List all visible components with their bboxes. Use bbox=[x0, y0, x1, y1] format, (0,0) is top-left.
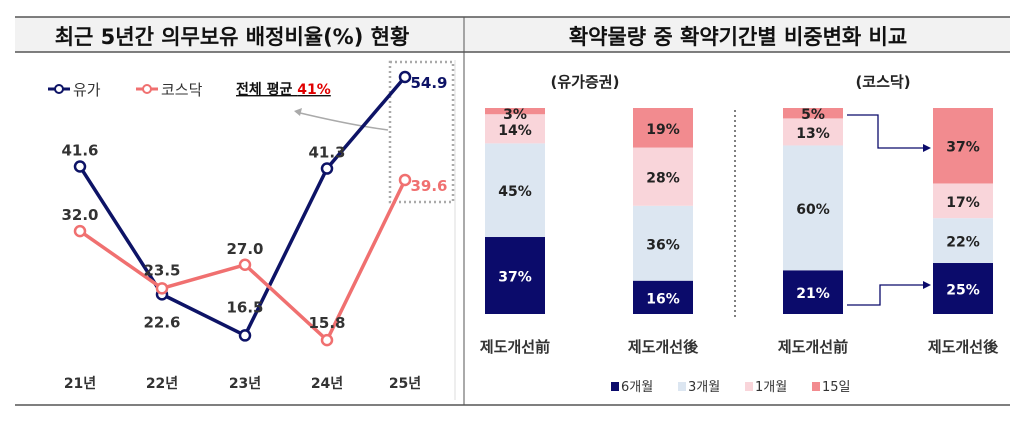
segment-label: 16% bbox=[646, 291, 680, 307]
data-point bbox=[398, 173, 412, 187]
bar-segment-1개월 bbox=[783, 118, 843, 146]
series-line-유가 bbox=[78, 75, 407, 338]
segment-label: 36% bbox=[646, 237, 680, 253]
data-label: 54.9 bbox=[410, 74, 447, 92]
legend-marker bbox=[142, 84, 152, 94]
data-point bbox=[320, 333, 334, 347]
data-label: 41.3 bbox=[308, 144, 345, 162]
segment-label: 25% bbox=[946, 283, 980, 299]
bar-segment-3개월 bbox=[783, 145, 843, 271]
legend-swatch bbox=[678, 382, 686, 391]
segment-label: 37% bbox=[498, 270, 532, 286]
bar-segment-6개월 bbox=[933, 263, 993, 314]
bar-category-label: 제도개선前 bbox=[778, 338, 848, 356]
data-label: 39.6 bbox=[410, 177, 447, 195]
change-arrow bbox=[847, 114, 925, 149]
highlight-box bbox=[388, 60, 455, 204]
x-tick-label: 25년 bbox=[389, 376, 421, 392]
segment-label: 19% bbox=[646, 122, 680, 138]
segment-label: 37% bbox=[946, 140, 980, 156]
annotation-arrowhead bbox=[294, 108, 302, 116]
line-chart: 전체 평균 41% 41.6 22.6 16.5 41.3 54.9 유가 32.0 23.5 2… bbox=[48, 60, 456, 400]
segment-label: 5% bbox=[801, 107, 825, 123]
bar-segment-15일 bbox=[933, 108, 993, 184]
bar-category-label: 제도개선後 bbox=[628, 338, 699, 356]
data-point bbox=[238, 329, 252, 342]
annotation-arrow bbox=[295, 111, 389, 131]
data-label: 22.6 bbox=[143, 313, 180, 331]
data-label: 32.0 bbox=[61, 206, 98, 224]
data-point bbox=[73, 224, 87, 238]
left-chart-title: 최근 5년간 의무보유 배정비율(%) 현황 bbox=[55, 25, 410, 49]
bar-segment-1개월 bbox=[633, 147, 693, 206]
segment-label: 13% bbox=[796, 126, 830, 142]
stacked-bar-chart: (유가증권) 37% 45% 14%3% 제도개선前 16% 36% 28% 19% 제도개선後 (… bbox=[480, 73, 999, 395]
bar-segment-3개월 bbox=[633, 205, 693, 281]
segment-label: 22% bbox=[946, 235, 980, 251]
title-bar bbox=[15, 17, 1010, 52]
data-point bbox=[238, 258, 252, 272]
legend-swatch bbox=[611, 382, 619, 391]
group-label: (코스닥) bbox=[855, 73, 910, 91]
bar-segment-3개월 bbox=[933, 218, 993, 264]
x-tick-label: 23년 bbox=[229, 376, 261, 392]
data-label: 41.6 bbox=[61, 142, 98, 160]
data-label: 27.0 bbox=[226, 240, 263, 258]
legend-label: 3개월 bbox=[688, 380, 720, 395]
data-label: 15.8 bbox=[308, 314, 345, 332]
segment-label: 60% bbox=[796, 202, 830, 218]
segment-label: 21% bbox=[796, 286, 830, 302]
data-point bbox=[155, 282, 169, 295]
arrowhead bbox=[923, 281, 931, 289]
bar-category-label: 제도개선前 bbox=[480, 338, 550, 356]
data-point bbox=[398, 70, 412, 84]
x-tick-label: 22년 bbox=[146, 376, 178, 392]
data-point bbox=[73, 160, 87, 173]
data-label: 23.5 bbox=[143, 261, 180, 279]
average-annotation: 전체 평균 41% bbox=[236, 81, 331, 98]
legend-label: 15일 bbox=[822, 380, 851, 395]
legend-label: 1개월 bbox=[755, 380, 787, 395]
bar-segment-1개월 bbox=[933, 183, 993, 219]
segment-label: 17% bbox=[946, 195, 980, 211]
bar-segment-6개월 bbox=[485, 237, 545, 314]
legend-label: 유가 bbox=[73, 81, 101, 99]
data-point bbox=[320, 162, 334, 175]
x-tick-label: 21년 bbox=[64, 376, 96, 392]
legend-label: 6개월 bbox=[621, 380, 653, 395]
legend-swatch bbox=[812, 382, 820, 391]
segment-label: 3% bbox=[503, 107, 527, 123]
bar-segment-15일 bbox=[783, 108, 843, 119]
data-label: 16.5 bbox=[226, 298, 263, 316]
segment-label: 14% bbox=[498, 123, 532, 139]
legend-marker bbox=[54, 84, 64, 94]
bar-category-label: 제도개선後 bbox=[928, 338, 999, 356]
bar-segment-15일 bbox=[485, 108, 545, 115]
bar-segment-15일 bbox=[633, 108, 693, 148]
bar-segment-1개월 bbox=[485, 114, 545, 144]
bar-segment-6개월 bbox=[783, 270, 843, 314]
bar-segment-6개월 bbox=[633, 280, 693, 314]
change-arrow bbox=[847, 284, 925, 306]
legend-swatch bbox=[745, 382, 753, 391]
segment-label: 28% bbox=[646, 171, 680, 187]
segment-label: 45% bbox=[498, 184, 532, 200]
x-tick-label: 24년 bbox=[311, 376, 343, 392]
arrowhead bbox=[923, 144, 931, 152]
right-chart-title: 확약물량 중 확약기간별 비중변화 비교 bbox=[569, 25, 907, 49]
bar-segment-3개월 bbox=[485, 143, 545, 238]
group-label: (유가증권) bbox=[551, 73, 620, 91]
legend-label: 코스닥 bbox=[161, 81, 203, 99]
